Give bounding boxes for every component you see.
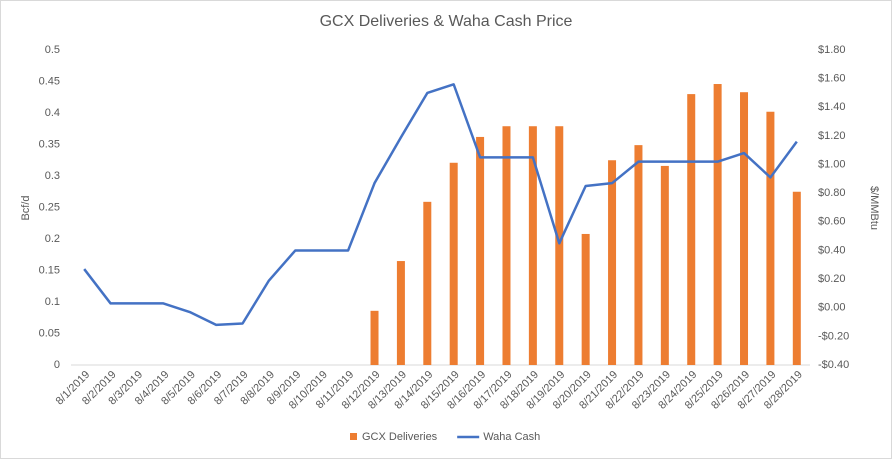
bar	[555, 126, 564, 365]
bar	[634, 145, 643, 365]
bar	[449, 162, 458, 365]
bar	[528, 126, 537, 365]
y2-tick-label: $1.40	[818, 101, 846, 113]
legend-label: GCX Deliveries	[362, 431, 438, 443]
y-tick-label: 0.5	[45, 44, 60, 56]
bar	[370, 310, 379, 365]
y-tick-label: 0.05	[39, 327, 60, 339]
bar	[687, 94, 696, 365]
bar	[476, 136, 485, 365]
bar	[766, 111, 775, 366]
bar	[792, 191, 801, 365]
line	[83, 83, 798, 327]
y2-tick-label: -$0.20	[818, 330, 849, 342]
bar	[423, 201, 432, 365]
y-tick-label: 0.45	[39, 75, 60, 87]
y2-tick-label: $0.60	[818, 216, 846, 228]
y2-axis-label: $/MMBtu	[868, 186, 880, 230]
y-axis-label: Bcf/d	[20, 195, 32, 220]
y2-tick-label: $0.00	[818, 302, 846, 314]
bar	[740, 92, 749, 366]
legend-swatch	[350, 433, 357, 440]
y2-tick-label: $1.80	[818, 44, 846, 56]
y-tick-label: 0.35	[39, 138, 60, 150]
y2-tick-label: $1.00	[818, 158, 846, 170]
y-tick-label: 0.2	[45, 233, 60, 245]
y2-tick-label: -$0.40	[818, 359, 849, 371]
y2-tick-label: $0.80	[818, 187, 846, 199]
legend-label: Waha Cash	[483, 431, 540, 443]
bar	[396, 261, 405, 365]
y2-tick-label: $0.20	[818, 273, 846, 285]
y2-tick-label: $0.40	[818, 244, 846, 256]
y-tick-label: 0.25	[39, 201, 60, 213]
y-tick-label: 0.4	[45, 107, 60, 119]
bar	[660, 165, 669, 365]
y-tick-label: 0.1	[45, 296, 60, 308]
y2-tick-label: $1.20	[818, 130, 846, 142]
bar	[502, 126, 511, 365]
y-tick-label: 0.15	[39, 264, 60, 276]
chart-title: GCX Deliveries & Waha Cash Price	[320, 13, 573, 30]
bar	[581, 233, 590, 365]
y2-tick-label: $1.60	[818, 73, 846, 85]
bar	[608, 160, 617, 365]
bar	[713, 84, 722, 366]
y-tick-label: 0	[54, 359, 60, 371]
y-tick-label: 0.3	[45, 170, 60, 182]
